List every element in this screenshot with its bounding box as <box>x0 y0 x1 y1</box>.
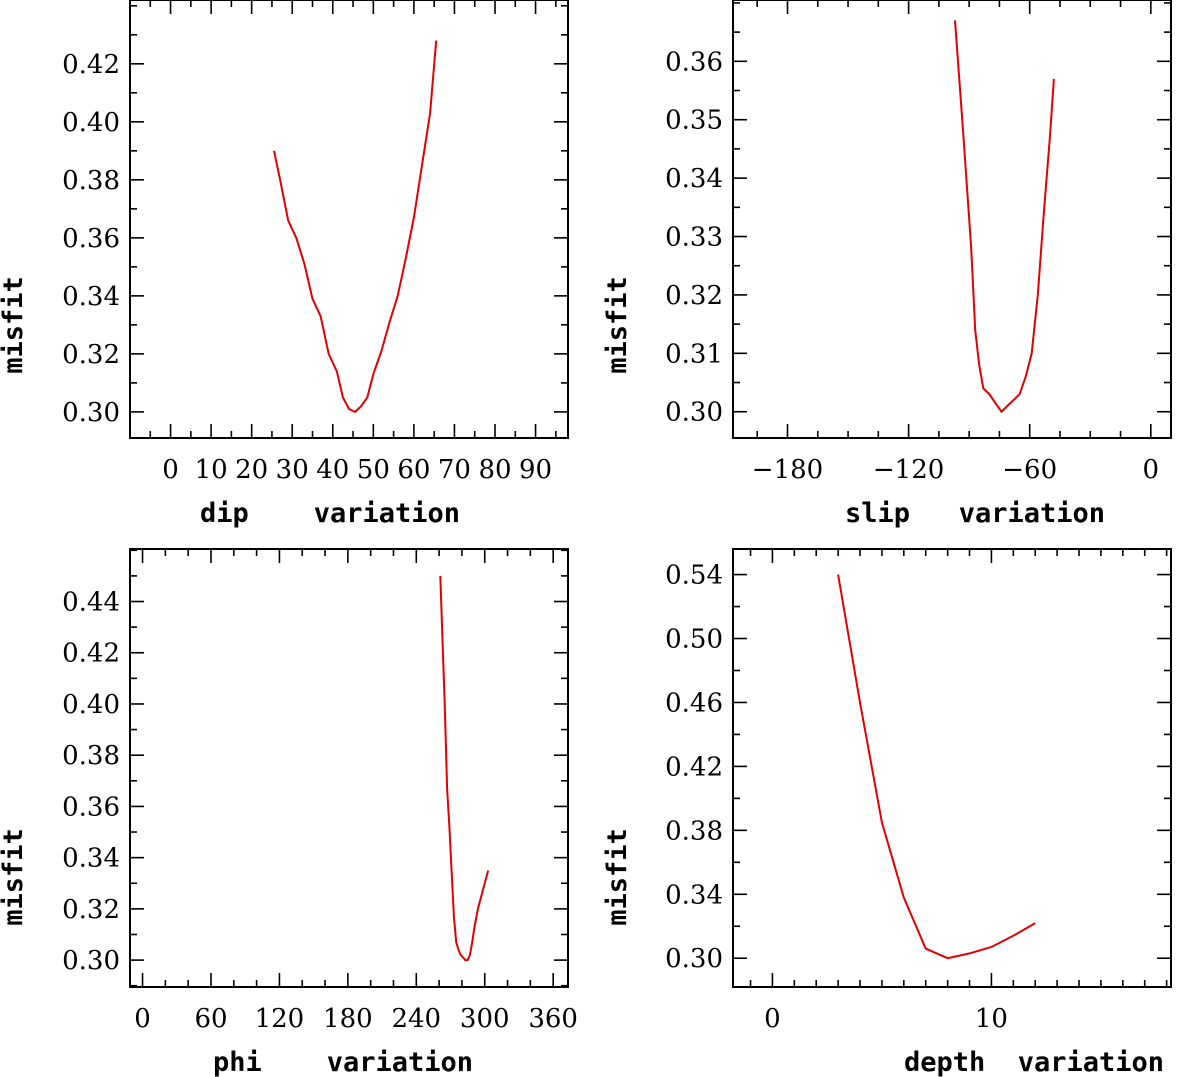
y-tick-label: 0.32 <box>665 281 723 311</box>
y-tick-label: 0.34 <box>665 880 723 910</box>
depth-variation-panel: 0 10 0.30 0.34 0.38 0.42 0.46 0.50 0.54 depth var… <box>602 548 1172 1077</box>
y-tick-label: 0.34 <box>62 282 120 312</box>
y-tick-label: 0.38 <box>62 166 120 196</box>
plot-frame <box>129 0 569 439</box>
y-tick-label: 0.31 <box>665 339 723 369</box>
misfit-curve <box>439 575 490 962</box>
x-tick-label: 90 <box>519 455 552 485</box>
y-tick-label: 0.35 <box>665 106 723 136</box>
y-axis-label: misfit <box>602 276 633 374</box>
x-axis-label: dip variation <box>200 498 460 529</box>
x-tick-label: 240 <box>391 1004 441 1034</box>
y-tick-label: 0.36 <box>62 224 120 254</box>
plot-frame <box>732 548 1172 988</box>
y-tick-label: 0.38 <box>62 741 120 771</box>
y-axis-label: misfit <box>0 828 29 926</box>
y-tick-label: 0.36 <box>62 792 120 822</box>
phi-variation-panel: 0 60 120 180 240 300 360 0.30 0.32 0.34 0.36 0.38 0.… <box>0 548 578 1077</box>
plot-frame <box>732 0 1172 439</box>
y-tick-label: 0.42 <box>62 50 120 80</box>
x-tick-label: 0 <box>162 455 179 485</box>
x-tick-label: 0 <box>1143 455 1160 485</box>
y-tick-label: 0.33 <box>665 223 723 253</box>
y-tick-label: 0.32 <box>62 340 120 370</box>
y-tick-label: 0.44 <box>62 588 120 618</box>
y-tick-label: 0.30 <box>665 398 723 428</box>
y-tick-label: 0.34 <box>665 164 723 194</box>
x-tick-label: −180 <box>752 455 823 485</box>
y-tick-label: 0.30 <box>62 398 120 428</box>
x-tick-label: 20 <box>235 455 268 485</box>
slip-variation-panel: −180 −120 −60 0 0.30 0.31 0.32 0.33 0.34 0.35 0.36… <box>602 0 1172 529</box>
y-tick-label: 0.50 <box>665 625 723 655</box>
y-tick-label: 0.30 <box>62 946 120 976</box>
x-tick-label: −120 <box>873 455 944 485</box>
x-axis-label: phi variation <box>213 1047 473 1077</box>
y-tick-label: 0.40 <box>62 690 120 720</box>
x-tick-label: 10 <box>975 1004 1008 1034</box>
y-tick-label: 0.36 <box>665 47 723 77</box>
y-tick-label: 0.54 <box>665 561 723 591</box>
misfit-curve <box>273 40 438 414</box>
x-tick-label: 80 <box>478 455 511 485</box>
y-tick-label: 0.38 <box>665 816 723 846</box>
x-tick-label: 0 <box>134 1004 151 1034</box>
y-axis-label: misfit <box>602 828 633 926</box>
y-axis-label: misfit <box>0 276 29 374</box>
x-tick-label: 300 <box>460 1004 510 1034</box>
y-tick-label: 0.40 <box>62 108 120 138</box>
x-tick-label: 70 <box>438 455 471 485</box>
dip-variation-panel: 0 10 20 30 40 50 60 70 80 90 0.30 0.32 0.34 0.36 0.38 0… <box>0 0 569 529</box>
x-tick-label: 30 <box>276 455 309 485</box>
x-axis-label: slip variation <box>845 498 1105 529</box>
misfit-curve <box>837 574 1036 960</box>
x-tick-label: 360 <box>528 1004 578 1034</box>
x-tick-label: 40 <box>316 455 349 485</box>
x-tick-label: 50 <box>357 455 390 485</box>
x-tick-label: 10 <box>195 455 228 485</box>
x-tick-label: −60 <box>1002 455 1057 485</box>
y-tick-label: 0.30 <box>665 944 723 974</box>
y-tick-label: 0.46 <box>665 688 723 718</box>
misfit-curve <box>954 20 1055 414</box>
y-tick-label: 0.32 <box>62 895 120 925</box>
x-tick-label: 180 <box>323 1004 373 1034</box>
plot-frame <box>129 548 569 988</box>
x-tick-label: 60 <box>194 1004 227 1034</box>
x-tick-label: 0 <box>764 1004 781 1034</box>
x-tick-label: 120 <box>255 1004 305 1034</box>
x-axis-label: depth variation <box>904 1047 1164 1077</box>
y-tick-label: 0.42 <box>62 639 120 669</box>
y-tick-label: 0.34 <box>62 844 120 874</box>
x-tick-label: 60 <box>397 455 430 485</box>
y-tick-label: 0.42 <box>665 752 723 782</box>
